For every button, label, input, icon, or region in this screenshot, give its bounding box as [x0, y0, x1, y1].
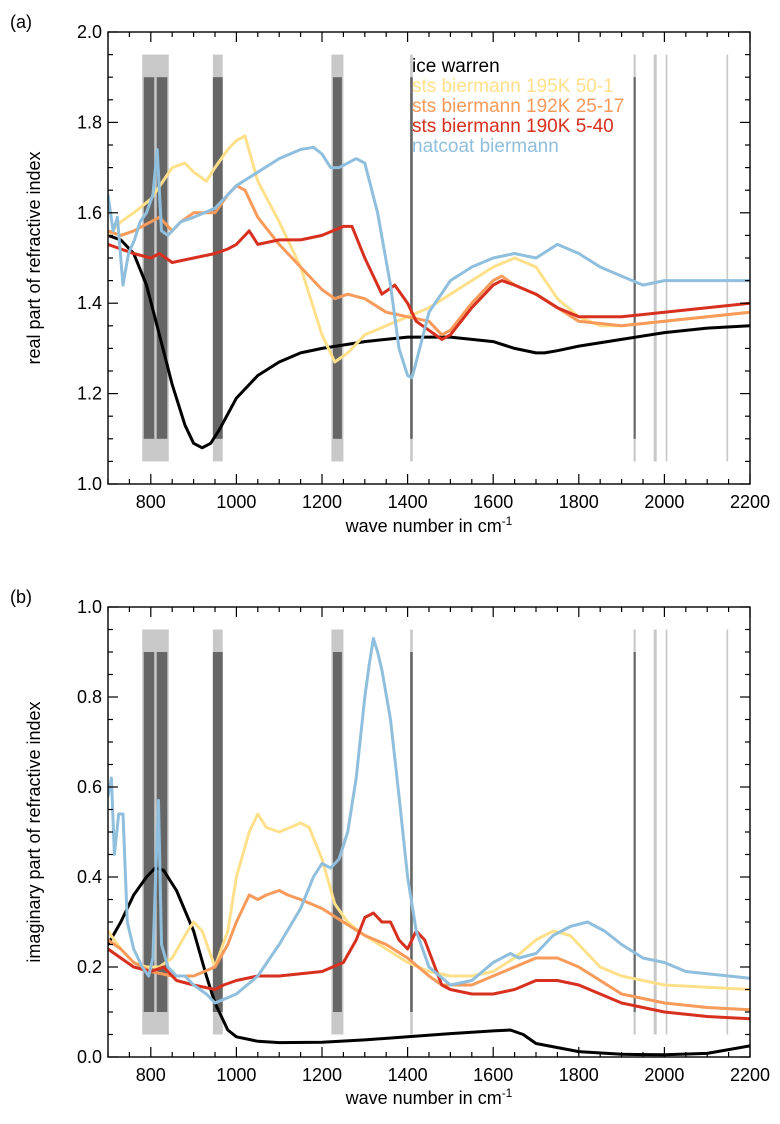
series-line-sts-biermann-195k-50-1 — [108, 134, 750, 364]
band-light — [726, 54, 729, 462]
y-axis: 0.0 0.2 0.4 0.6 0.8 1.0 — [77, 597, 750, 1067]
y-axis: 1.0 1.2 1.4 1.6 1.8 2.0 — [77, 22, 750, 494]
band-light — [653, 629, 657, 1035]
series-line-sts-biermann-195k-50-1 — [108, 812, 750, 991]
legend-entry: sts biermann 190K 5-40 — [412, 116, 614, 137]
band-light — [665, 629, 668, 1035]
band-gap — [154, 77, 157, 439]
band-gap — [154, 652, 157, 1012]
band-dark — [410, 77, 413, 439]
x-tick-label: 2000 — [644, 1065, 684, 1085]
series-line-ice-warren — [108, 233, 750, 450]
x-tick-label: 1200 — [302, 1065, 342, 1085]
band-dark — [332, 77, 342, 439]
x-tick-label: 1200 — [302, 492, 342, 512]
y-axis-title: real part of refractive index — [24, 151, 44, 364]
x-tick-label: 1400 — [388, 1065, 428, 1085]
series-line-sts-biermann-192k-25-17 — [108, 889, 750, 1012]
x-tick-label: 1000 — [216, 492, 256, 512]
y-tick-label: 1.4 — [77, 293, 102, 313]
band-dark — [410, 652, 413, 1012]
y-tick-label: 0.4 — [77, 867, 102, 887]
y-tick-label: 1.0 — [77, 474, 102, 494]
x-axis-title: wave number in cm-1 — [345, 514, 513, 536]
band-dark — [633, 652, 636, 1012]
x-axis-title: wave number in cm-1 — [345, 1086, 513, 1108]
y-tick-label: 0.0 — [77, 1047, 102, 1067]
y-tick-label: 0.8 — [77, 687, 102, 707]
x-tick-label: 1400 — [388, 492, 428, 512]
series-line-natcoat-biermann — [108, 637, 750, 1005]
band-light — [653, 54, 657, 462]
legend-entry: sts biermann 192K 25-17 — [412, 96, 624, 117]
x-tick-label: 2000 — [644, 492, 684, 512]
series-lines — [108, 637, 750, 1057]
x-tick-label: 2200 — [730, 492, 770, 512]
panel-label-a: (a) — [10, 12, 32, 32]
y-tick-label: 1.2 — [77, 384, 102, 404]
band-dark — [212, 77, 223, 439]
y-tick-label: 0.2 — [77, 957, 102, 977]
panel-label-b: (b) — [10, 587, 32, 607]
band-dark — [633, 77, 636, 439]
band-dark — [332, 652, 342, 1012]
y-tick-label: 1.6 — [77, 203, 102, 223]
y-axis-title: imaginary part of refractive index — [24, 701, 44, 962]
legend-entry: sts biermann 195K 50-1 — [412, 76, 614, 97]
x-tick-label: 1800 — [559, 1065, 599, 1085]
series-line-sts-biermann-190k-5-40 — [108, 224, 750, 341]
series-line-sts-biermann-190k-5-40 — [108, 911, 750, 1021]
x-tick-label: 1000 — [216, 1065, 256, 1085]
y-tick-label: 0.6 — [77, 777, 102, 797]
x-tick-label: 1600 — [473, 1065, 513, 1085]
x-tick-label: 800 — [136, 1065, 166, 1085]
band-dark — [212, 652, 223, 1012]
legend-entry: natcoat biermann — [412, 136, 559, 157]
x-tick-label: 2200 — [730, 1065, 770, 1085]
y-tick-label: 2.0 — [77, 22, 102, 42]
band-light — [726, 629, 729, 1035]
series-line-natcoat-biermann — [108, 145, 750, 380]
series-lines — [108, 134, 750, 450]
y-tick-label: 1.0 — [77, 597, 102, 617]
legend-entry: ice warren — [412, 56, 500, 77]
x-tick-label: 800 — [136, 492, 166, 512]
band-light — [665, 54, 668, 462]
x-tick-label: 1600 — [473, 492, 513, 512]
x-tick-label: 1800 — [559, 492, 599, 512]
x-axis: 800 1000 1200 1400 1600 1800 2000 2200 — [107, 607, 770, 1085]
y-tick-label: 1.8 — [77, 112, 102, 132]
x-axis: 800 1000 1200 1400 1600 1800 2000 2200 — [107, 32, 770, 512]
panel-b-chart: 800 1000 1200 1400 1600 1800 2000 2200 0.0 0.2 0.4… — [24, 597, 770, 1108]
panel-a-chart: 800 1000 1200 1400 1600 1800 2000 2200 1.0 1.2 1.4… — [24, 22, 770, 536]
